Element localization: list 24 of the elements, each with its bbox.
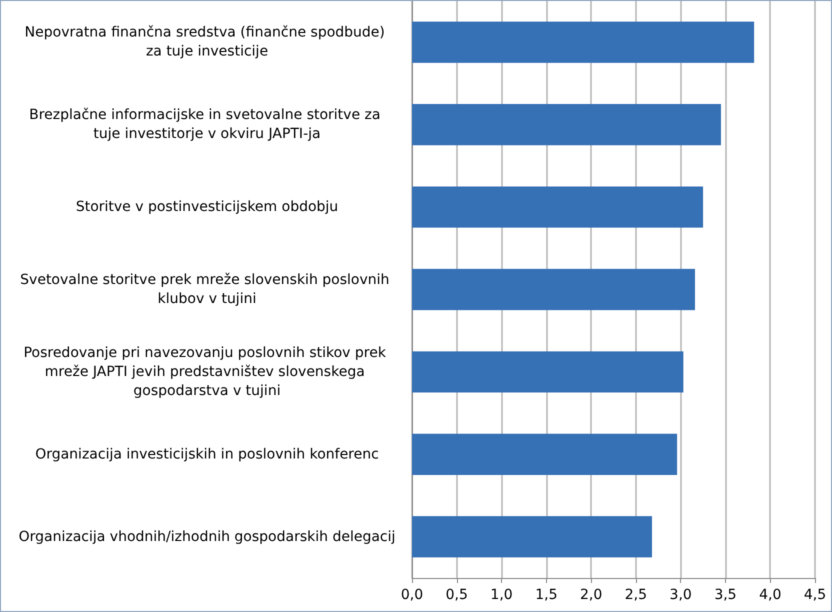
bar xyxy=(412,351,684,393)
x-tick-label: 0,5 xyxy=(446,587,468,603)
bar xyxy=(412,268,695,310)
x-tick-label: 3,5 xyxy=(714,587,737,603)
x-tick-label: 4,5 xyxy=(804,587,826,603)
x-tick-label: 3,0 xyxy=(670,587,692,603)
y-tick-label: Svetovalne storitve prek mreže slovenskih poslovnih klubov v tujini xyxy=(20,272,394,307)
bar xyxy=(412,516,652,558)
y-tick-label: Brezplačne informacijske in svetovalne storitve za tuje investitorje v okviru JAPTI-ja xyxy=(29,107,385,142)
y-tick-label: Posredovanje pri navezovanju poslovnih stikov prek mreže JAPTI jevih predstavništev slovenskega gospodarstva v tujini xyxy=(24,344,390,399)
x-tick-label: 4,0 xyxy=(759,587,782,603)
y-tick-label: Storitve v postinvesticijskem obdobju xyxy=(76,199,338,216)
bar xyxy=(412,434,678,475)
y-tick-label: Nepovratna finančna sredstva (finančne spodbude) za tuje investicije xyxy=(24,24,390,60)
x-tick-label: 2,5 xyxy=(624,587,648,603)
bar xyxy=(412,186,704,228)
x-tick-label: 0,0 xyxy=(400,587,424,603)
x-tick-label: 2,0 xyxy=(580,587,602,603)
y-tick-label: Organizacija vhodnih/izhodnih gospodarskih delegacij xyxy=(18,528,396,545)
bar xyxy=(412,104,721,146)
bar xyxy=(412,22,754,63)
x-tick-label: 1,5 xyxy=(535,587,558,603)
y-tick-label: Organizacija investicijskih in poslovnih konferenc xyxy=(35,446,379,462)
x-tick-label: 1,0 xyxy=(490,587,513,603)
